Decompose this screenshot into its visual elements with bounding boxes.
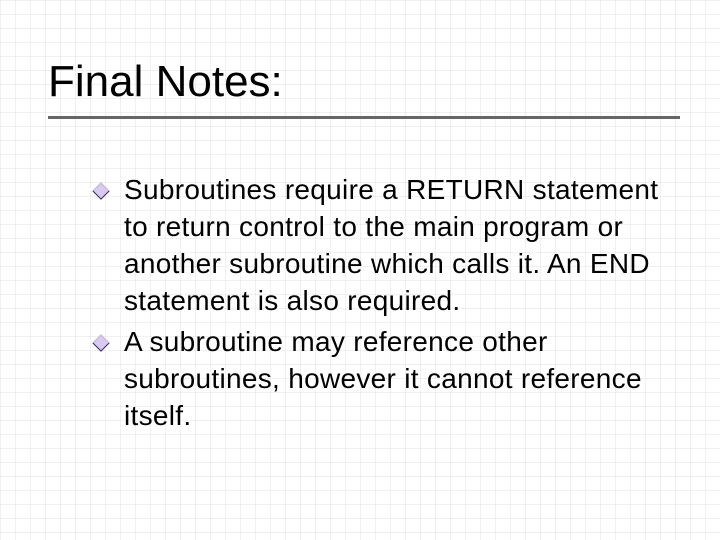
list-item: A subroutine may reference other subrout…	[92, 324, 672, 435]
slide: Final Notes: Subroutines require a RETUR…	[0, 0, 720, 540]
bullet-text: A subroutine may reference other subrout…	[124, 324, 672, 435]
bullet-text: Subroutines require a RETURN statement t…	[124, 172, 672, 320]
title-underline	[48, 116, 680, 119]
slide-title: Final Notes:	[48, 58, 680, 116]
list-item: Subroutines require a RETURN statement t…	[92, 172, 672, 320]
diamond-bullet-icon	[92, 182, 110, 200]
content-area: Subroutines require a RETURN statement t…	[92, 172, 672, 439]
diamond-bullet-icon	[92, 334, 110, 352]
title-block: Final Notes:	[48, 58, 680, 119]
